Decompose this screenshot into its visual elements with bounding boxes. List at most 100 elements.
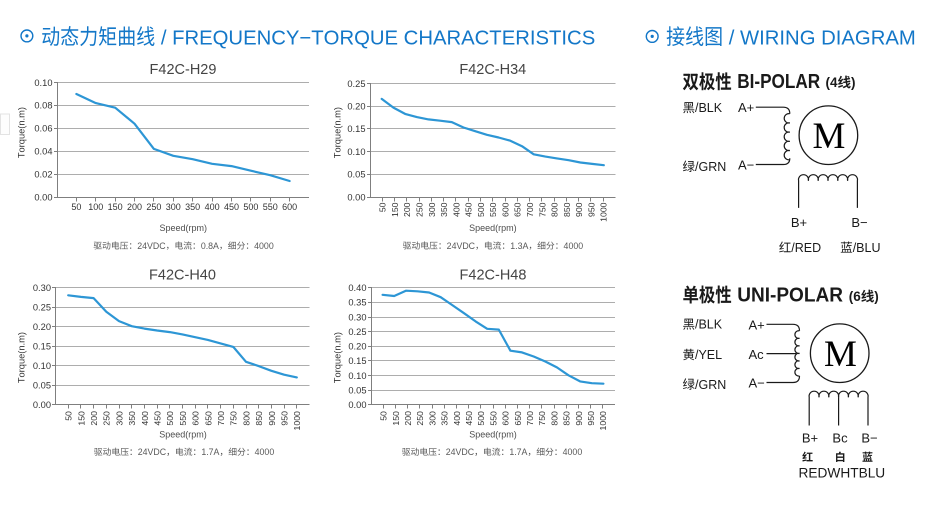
- svg-text:): ): [874, 289, 879, 304]
- svg-text:UNI-POLAR: UNI-POLAR: [737, 284, 843, 307]
- svg-text:800: 800: [549, 411, 559, 426]
- svg-text:F42C-H34: F42C-H34: [459, 62, 526, 78]
- svg-text:500: 500: [243, 202, 258, 212]
- svg-text:B+: B+: [802, 431, 818, 446]
- svg-text:150: 150: [391, 411, 401, 426]
- svg-text:700: 700: [525, 202, 535, 217]
- svg-text:450: 450: [224, 202, 239, 212]
- svg-text:50: 50: [71, 202, 81, 212]
- svg-text:750: 750: [537, 202, 547, 217]
- svg-text:/GRN: /GRN: [695, 378, 726, 392]
- svg-text:50: 50: [378, 202, 388, 212]
- svg-text:REDWHTBLU: REDWHTBLU: [799, 466, 886, 481]
- svg-text:150: 150: [390, 202, 400, 217]
- svg-text:/BLK: /BLK: [695, 318, 723, 332]
- svg-text:50: 50: [64, 411, 74, 421]
- svg-text:A+: A+: [749, 318, 765, 333]
- svg-text:0.15: 0.15: [348, 356, 366, 366]
- svg-text:0.15: 0.15: [347, 124, 365, 134]
- svg-text:900: 900: [574, 202, 584, 217]
- svg-text:(6: (6: [849, 289, 861, 304]
- svg-text:300: 300: [166, 202, 181, 212]
- svg-text:450: 450: [464, 202, 474, 217]
- svg-text:700: 700: [216, 411, 226, 426]
- svg-text:F42C-H29: F42C-H29: [150, 62, 217, 78]
- svg-text:BI-POLAR: BI-POLAR: [737, 70, 820, 93]
- svg-text:0.05: 0.05: [347, 170, 365, 180]
- svg-text:A−: A−: [749, 375, 765, 390]
- svg-text:550: 550: [263, 202, 278, 212]
- svg-text:/ WIRING DIAGRAM: / WIRING DIAGRAM: [729, 27, 916, 49]
- svg-text:0.15: 0.15: [33, 341, 51, 351]
- svg-text:0.00: 0.00: [348, 400, 366, 410]
- svg-text:0.04: 0.04: [34, 147, 52, 157]
- svg-text:950: 950: [586, 411, 596, 426]
- svg-text:Speed(rpm): Speed(rpm): [160, 223, 208, 233]
- svg-text:/BLK: /BLK: [695, 101, 723, 115]
- svg-text:1000: 1000: [292, 411, 302, 430]
- svg-text:4000: 4000: [563, 447, 583, 457]
- svg-text:200: 200: [89, 411, 99, 426]
- svg-text:Torque(n.m): Torque(n.m): [332, 332, 342, 383]
- svg-text:0.10: 0.10: [34, 78, 52, 88]
- svg-text:0.20: 0.20: [347, 102, 365, 112]
- svg-text:0.00: 0.00: [347, 192, 365, 202]
- svg-text:800: 800: [550, 202, 560, 217]
- svg-text:0.05: 0.05: [348, 385, 366, 395]
- svg-text:1000: 1000: [598, 411, 608, 430]
- svg-text:150: 150: [108, 202, 123, 212]
- svg-text:0.00: 0.00: [33, 400, 51, 410]
- svg-text:300: 300: [114, 411, 124, 426]
- svg-text:200: 200: [403, 411, 413, 426]
- svg-text:): ): [851, 75, 856, 90]
- svg-text:F42C-H40: F42C-H40: [149, 268, 216, 284]
- svg-text:600: 600: [501, 411, 511, 426]
- svg-text:250: 250: [415, 411, 425, 426]
- svg-text:400: 400: [451, 202, 461, 217]
- svg-text:Speed(rpm): Speed(rpm): [469, 429, 517, 439]
- svg-text:1.7A: 1.7A: [201, 447, 219, 457]
- svg-text:A−: A−: [738, 158, 754, 173]
- svg-text:300: 300: [427, 202, 437, 217]
- svg-text:350: 350: [439, 202, 449, 217]
- svg-text:B−: B−: [861, 431, 877, 446]
- svg-text:600: 600: [282, 202, 297, 212]
- svg-text:0.35: 0.35: [348, 298, 366, 308]
- svg-text:24VDC: 24VDC: [446, 447, 475, 457]
- svg-text:0.20: 0.20: [33, 322, 51, 332]
- svg-text:0.30: 0.30: [33, 283, 51, 293]
- svg-text:B+: B+: [791, 215, 807, 230]
- svg-text:B−: B−: [851, 215, 867, 230]
- svg-text:0.25: 0.25: [33, 302, 51, 312]
- svg-text:850: 850: [562, 202, 572, 217]
- svg-text:Torque(n.m): Torque(n.m): [332, 107, 342, 158]
- svg-text:450: 450: [464, 411, 474, 426]
- svg-text:F42C-H48: F42C-H48: [460, 268, 527, 284]
- svg-text:850: 850: [562, 411, 572, 426]
- svg-text:/ FREQUENCY−TORQUE CHARACTERIS: / FREQUENCY−TORQUE CHARACTERISTICS: [161, 27, 595, 49]
- svg-text:550: 550: [178, 411, 188, 426]
- svg-text:500: 500: [476, 411, 486, 426]
- svg-text:500: 500: [476, 202, 486, 217]
- svg-text:/RED: /RED: [791, 241, 821, 255]
- svg-text:750: 750: [229, 411, 239, 426]
- svg-text:800: 800: [241, 411, 251, 426]
- svg-text:400: 400: [205, 202, 220, 212]
- svg-text:Torque(n.m): Torque(n.m): [16, 107, 26, 158]
- svg-text:0.10: 0.10: [348, 371, 366, 381]
- svg-text:Ac: Ac: [749, 347, 765, 362]
- svg-text:0.10: 0.10: [33, 361, 51, 371]
- svg-text:500: 500: [165, 411, 175, 426]
- svg-text:Torque(n.m): Torque(n.m): [16, 332, 26, 383]
- svg-text:200: 200: [402, 202, 412, 217]
- svg-text:0.02: 0.02: [34, 169, 52, 179]
- svg-text:900: 900: [267, 411, 277, 426]
- svg-text:0.08: 0.08: [34, 101, 52, 111]
- svg-text:(4: (4: [826, 75, 838, 90]
- svg-text:200: 200: [127, 202, 142, 212]
- svg-text:0.25: 0.25: [348, 327, 366, 337]
- svg-text:M: M: [824, 334, 857, 375]
- svg-text:600: 600: [500, 202, 510, 217]
- svg-text:/YEL: /YEL: [695, 348, 722, 362]
- svg-text:M: M: [813, 116, 846, 157]
